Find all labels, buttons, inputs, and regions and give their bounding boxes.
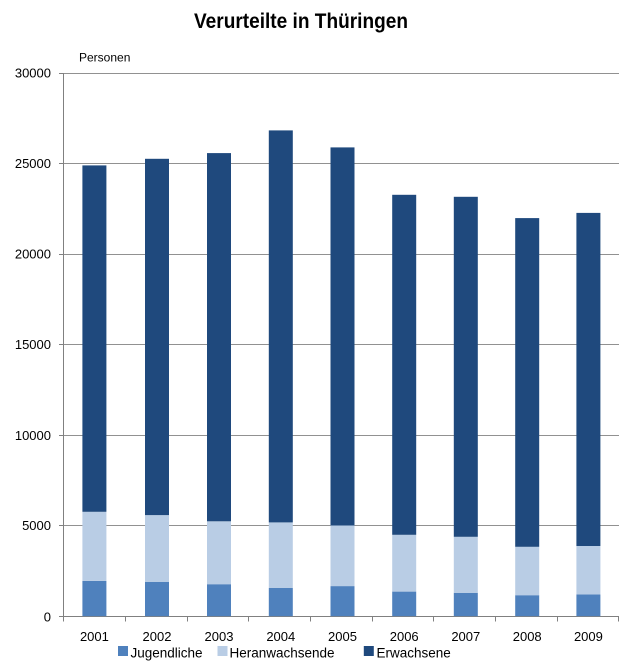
svg-text:Verurteilte in Thüringen: Verurteilte in Thüringen bbox=[194, 10, 408, 33]
svg-text:2002: 2002 bbox=[143, 629, 172, 644]
svg-text:5000: 5000 bbox=[22, 518, 51, 533]
svg-text:20000: 20000 bbox=[15, 247, 51, 262]
svg-text:15000: 15000 bbox=[15, 337, 51, 352]
svg-text:2006: 2006 bbox=[390, 629, 419, 644]
svg-text:2005: 2005 bbox=[328, 629, 357, 644]
svg-text:Personen: Personen bbox=[79, 51, 130, 65]
svg-text:2004: 2004 bbox=[266, 629, 295, 644]
svg-text:10000: 10000 bbox=[15, 428, 51, 443]
svg-text:2008: 2008 bbox=[513, 629, 542, 644]
svg-text:Erwachsene: Erwachsene bbox=[377, 646, 451, 661]
svg-text:2009: 2009 bbox=[574, 629, 603, 644]
svg-text:2003: 2003 bbox=[205, 629, 234, 644]
svg-text:25000: 25000 bbox=[15, 156, 51, 171]
svg-text:2007: 2007 bbox=[451, 629, 480, 644]
svg-text:30000: 30000 bbox=[15, 66, 51, 81]
svg-text:0: 0 bbox=[44, 610, 51, 625]
svg-text:2001: 2001 bbox=[80, 629, 109, 644]
svg-text:Jugendliche: Jugendliche bbox=[131, 646, 203, 661]
svg-text:Heranwachsende: Heranwachsende bbox=[230, 646, 335, 661]
